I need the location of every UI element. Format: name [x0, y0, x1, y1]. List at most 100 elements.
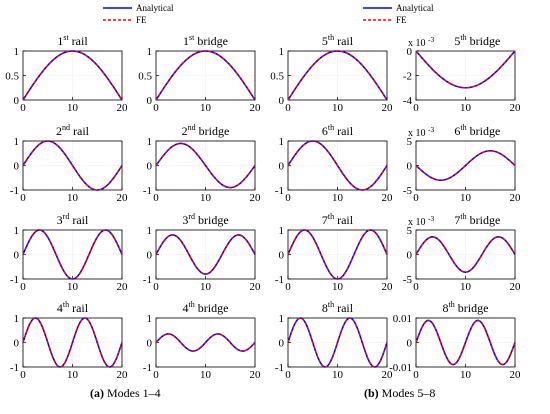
- x-tick-label: 0: [153, 369, 159, 381]
- x-tick-label: 10: [67, 281, 79, 293]
- y-tick-label: 1: [147, 225, 153, 237]
- axes-frame: [415, 50, 516, 101]
- y-tick-label: -1: [143, 362, 152, 374]
- fe-curve: [415, 150, 516, 181]
- panel-title: 6th bridge: [454, 123, 500, 138]
- fe-curve: [155, 142, 256, 189]
- x-tick-label: 10: [200, 102, 212, 114]
- x-tick-label: 0: [20, 369, 26, 381]
- x-tick-label: 10: [200, 369, 212, 381]
- analytical-curve: [155, 50, 256, 101]
- x-tick-label: 20: [382, 369, 394, 381]
- panel-title: 7th rail: [322, 212, 354, 227]
- x-tick-label: 20: [382, 281, 394, 293]
- y-tick-label: 0.5: [138, 71, 152, 83]
- y-tick-label: 1: [14, 313, 20, 325]
- fe-curve: [22, 140, 123, 191]
- y-tick-label: 5: [407, 225, 413, 237]
- panel-title: 7th bridge: [454, 212, 500, 227]
- caption-b: (b) Modes 5–8: [364, 386, 435, 401]
- x-tick-label: 20: [510, 192, 522, 204]
- chart-panel: 0 10 20-4-20x 10 -3 5th bridge: [403, 33, 521, 114]
- x-tick-label: 20: [250, 102, 262, 114]
- y-tick-label: 0: [14, 250, 20, 262]
- x-tick-label: 20: [250, 281, 262, 293]
- x-tick-label: 10: [460, 102, 472, 114]
- y-tick-label: -1: [275, 274, 284, 286]
- analytical-curve: [415, 236, 516, 273]
- y-tick-label: -1: [10, 185, 19, 197]
- x-tick-label: 10: [332, 281, 344, 293]
- x-tick-label: 0: [285, 102, 291, 114]
- panel-title: 2nd bridge: [182, 123, 230, 138]
- y-tick-label: 0: [407, 250, 413, 262]
- y-tick-label: -4: [403, 95, 413, 107]
- fe-curve: [287, 140, 388, 191]
- y-tick-label: 1: [14, 225, 20, 237]
- y-tick-label: 0: [279, 95, 285, 107]
- x-tick-label: 20: [117, 192, 129, 204]
- y-tick-label: -1: [10, 362, 19, 374]
- panel-title: 5th rail: [322, 33, 354, 48]
- legend-left: Analytical FE: [103, 3, 174, 25]
- chart-panel: 0 10 20 0 0.5 1 1st rail: [5, 33, 128, 114]
- y-tick-label: -5: [403, 274, 413, 286]
- y-tick-label: 5: [407, 136, 413, 148]
- axes-frame: [22, 50, 123, 101]
- x-tick-label: 20: [250, 192, 262, 204]
- axis-exponent-label: x 10 -3: [408, 125, 434, 139]
- legend-analytical-label: Analytical: [136, 3, 174, 13]
- y-tick-label: 1: [279, 46, 285, 58]
- x-tick-label: 20: [117, 281, 129, 293]
- fe-curve: [415, 319, 516, 366]
- fe-curve: [155, 234, 256, 275]
- y-tick-label: 0.5: [270, 71, 284, 83]
- y-tick-label: 0: [147, 161, 153, 173]
- fe-curve: [415, 50, 516, 89]
- y-tick-label: -2: [403, 71, 412, 83]
- y-tick-label: 1: [147, 136, 153, 148]
- y-tick-label: 1: [279, 225, 285, 237]
- y-tick-label: -1: [275, 185, 284, 197]
- x-tick-label: 0: [413, 281, 419, 293]
- y-tick-label: -1: [275, 362, 284, 374]
- panel-title: 8th rail: [322, 300, 354, 315]
- x-tick-label: 0: [20, 102, 26, 114]
- y-tick-label: 0: [407, 338, 413, 350]
- x-tick-label: 0: [285, 281, 291, 293]
- analytical-curve: [415, 319, 516, 366]
- x-tick-label: 10: [67, 192, 79, 204]
- fe-curve: [287, 229, 388, 280]
- panel-title: 3rd rail: [57, 212, 89, 227]
- x-tick-label: 0: [20, 281, 26, 293]
- legend-fe-label: FE: [396, 15, 407, 25]
- y-tick-label: 1: [279, 136, 285, 148]
- x-tick-label: 0: [413, 369, 419, 381]
- caption-a-letter: (a): [90, 386, 104, 400]
- x-tick-label: 0: [413, 102, 419, 114]
- panel-title: 2nd rail: [56, 123, 90, 138]
- y-tick-label: 0: [14, 161, 20, 173]
- x-tick-label: 20: [510, 281, 522, 293]
- fe-curve: [287, 50, 388, 101]
- chart-panel: 0 10 20 0 0.5 1 1st bridge: [138, 33, 261, 114]
- axes-frame: [287, 50, 388, 101]
- y-tick-label: 0: [147, 95, 153, 107]
- fe-curve: [415, 236, 516, 273]
- y-tick-label: 1: [14, 136, 20, 148]
- y-tick-label: 0: [147, 250, 153, 262]
- panel-title: 5th bridge: [454, 33, 500, 48]
- caption-a-text: Modes 1–4: [104, 386, 161, 400]
- y-tick-label: 0: [14, 338, 20, 350]
- x-tick-label: 20: [510, 369, 522, 381]
- chart-panel: 0 10 20 0 0.5 1 5th rail: [270, 33, 393, 114]
- x-tick-label: 10: [332, 369, 344, 381]
- fe-curve: [155, 333, 256, 352]
- analytical-curve: [155, 142, 256, 189]
- y-tick-label: -1: [10, 274, 19, 286]
